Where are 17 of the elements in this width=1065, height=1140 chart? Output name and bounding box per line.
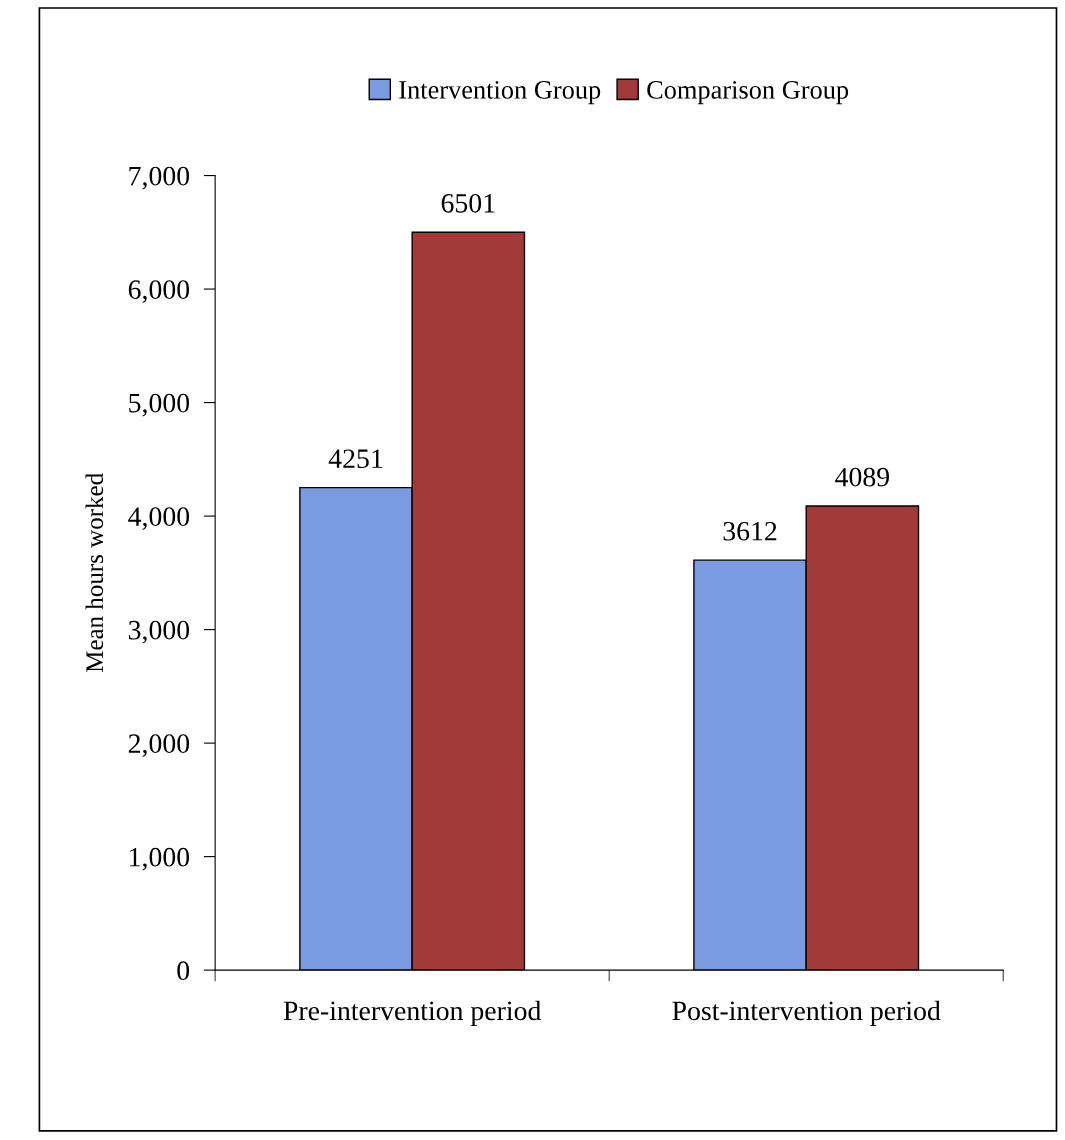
legend-label: Intervention Group [399, 81, 601, 105]
y-tick-label: 5,000 [129, 393, 190, 417]
y-axis-title: Mean hours worked [85, 473, 104, 673]
data-label: 4251 [328, 449, 383, 469]
y-tick-label: 4,000 [128, 507, 190, 530]
legend-label: Comparison Group [647, 81, 849, 105]
y-tick-label: 7,000 [129, 166, 190, 190]
y-tick-label: 3,000 [128, 620, 190, 644]
x-tick-label: Pre-intervention period [283, 1000, 542, 1026]
y-tick-label: 0 [177, 961, 190, 981]
y-tick-label: 2,000 [128, 734, 190, 758]
y-tick-label: 1,000 [130, 847, 190, 871]
y-tick-label: 6,000 [128, 280, 190, 303]
x-tick-label: Post-intervention period [672, 1000, 941, 1026]
data-label: 6501 [441, 193, 495, 213]
data-label: 3612 [723, 521, 777, 541]
data-label: 4089 [835, 467, 889, 487]
